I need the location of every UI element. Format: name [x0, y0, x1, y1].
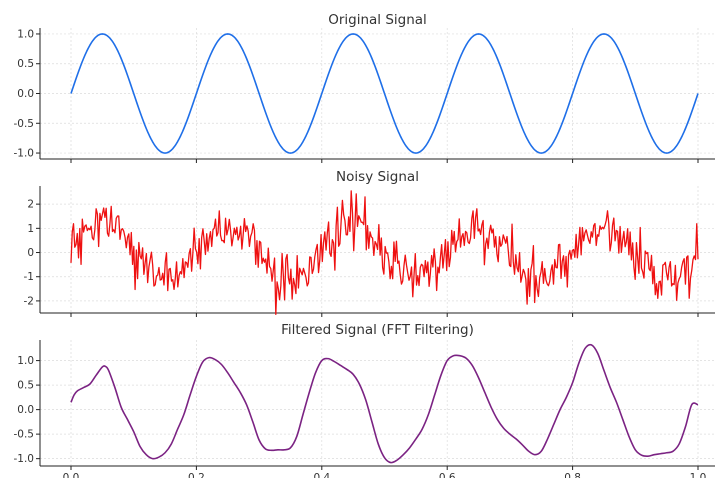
series-line: [70, 33, 699, 154]
y-tick-label: 0: [27, 247, 34, 259]
y-tick-label: -1.0: [14, 453, 35, 465]
panel-original-signal: Original Signal 1.0 0.5 0.0 -0.5 -1.0: [14, 12, 715, 163]
panel-filtered-signal: Filtered Signal (FFT Filtering) 0.0 0.2 0.…: [14, 322, 715, 478]
y-tick-label: -1: [24, 271, 34, 283]
grid: [40, 186, 715, 313]
x-tick-label: 0.4: [313, 472, 330, 478]
x-tick-label: 0.6: [439, 472, 456, 478]
y-tick-label: 2: [27, 199, 34, 211]
panel-title: Original Signal: [328, 12, 427, 28]
y-tick-label: -2: [24, 295, 34, 307]
y-tick-label: 1.0: [17, 28, 34, 40]
panel-noisy-signal: Noisy Signal 2 1 0 -1 -2: [24, 169, 715, 317]
x-tick-label: 0.0: [63, 472, 80, 478]
y-tick-label: 0.5: [17, 380, 34, 392]
panel-title: Filtered Signal (FFT Filtering): [281, 322, 474, 338]
series-line: [70, 343, 699, 464]
x-tick-label: 1.0: [690, 472, 707, 478]
y-tick-label: -0.5: [14, 429, 35, 441]
series-line: [70, 190, 699, 315]
x-tick-label: 0.8: [564, 472, 581, 478]
y-tick-label: 0.0: [17, 404, 34, 416]
x-tick-label: 0.2: [188, 472, 205, 478]
y-tick-label: 1: [27, 223, 34, 235]
grid: [40, 28, 715, 159]
y-tick-label: 1.0: [17, 355, 34, 367]
panel-title: Noisy Signal: [336, 169, 419, 185]
y-tick-label: -0.5: [14, 118, 35, 130]
y-tick-label: 0.0: [17, 88, 34, 100]
y-tick-label: -1.0: [14, 148, 35, 160]
y-tick-label: 0.5: [17, 58, 34, 70]
